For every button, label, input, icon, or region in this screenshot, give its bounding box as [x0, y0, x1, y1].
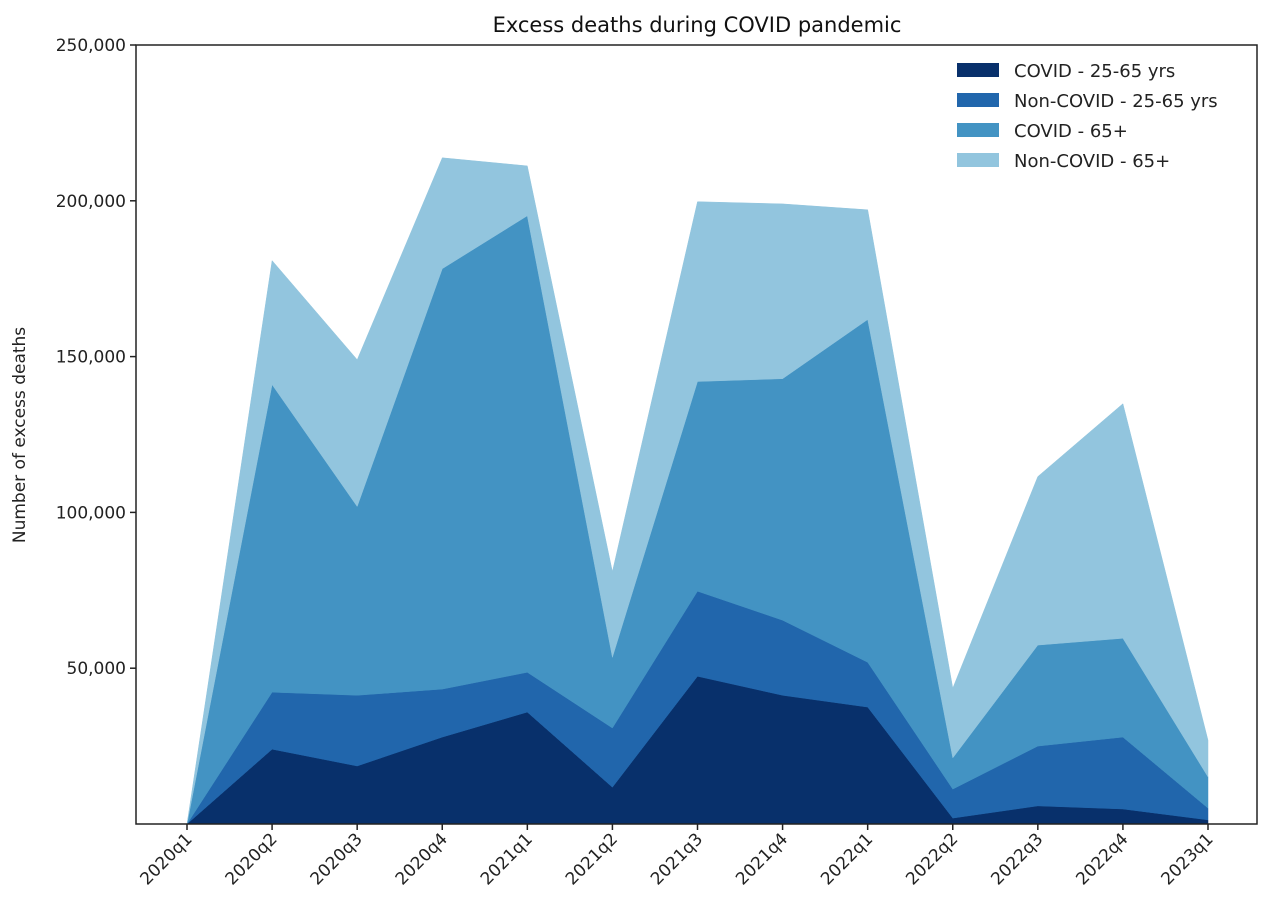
area-series-3 — [186, 157, 1209, 825]
y-axis: 50,000 100,000 150,000 200,000 250,000 — [56, 36, 136, 679]
legend-label: COVID - 65+ — [1014, 121, 1128, 142]
chart-title: Excess deaths during COVID pandemic — [493, 13, 902, 37]
legend-swatch — [957, 63, 999, 77]
y-tick-label: 100,000 — [56, 503, 126, 523]
x-axis: 2020q1 2020q2 2020q3 2020q4 2021q1 2021q2 2021… — [137, 824, 1218, 889]
plot-frame — [135, 44, 1258, 825]
x-tick-label: 2021q1 — [477, 829, 537, 889]
x-tick-label: 2022q3 — [987, 829, 1047, 889]
x-tick-label: 2021q4 — [732, 829, 792, 889]
x-tick-label: 2022q4 — [1072, 829, 1132, 889]
x-tick-label: 2020q4 — [392, 829, 452, 889]
y-tick-label: 250,000 — [56, 36, 126, 56]
x-tick-label: 2021q2 — [562, 829, 622, 889]
x-tick-label: 2020q1 — [137, 829, 197, 889]
legend-swatch — [957, 93, 999, 107]
legend-label: Non-COVID - 65+ — [1014, 151, 1170, 172]
area-layers — [186, 157, 1209, 825]
y-tick-label: 50,000 — [67, 659, 126, 679]
x-tick-label: 2023q1 — [1158, 829, 1218, 889]
legend-swatch — [957, 123, 999, 137]
legend: COVID - 25-65 yrs Non-COVID - 25-65 yrs CO… — [957, 61, 1218, 172]
y-tick-label: 200,000 — [56, 192, 126, 212]
y-tick-label: 150,000 — [56, 348, 126, 368]
x-tick-label: 2022q2 — [902, 829, 962, 889]
y-axis-label: Number of excess deaths — [10, 327, 30, 543]
x-tick-label: 2022q1 — [817, 829, 877, 889]
legend-label: Non-COVID - 25-65 yrs — [1014, 91, 1218, 112]
x-tick-label: 2021q3 — [647, 829, 707, 889]
legend-swatch — [957, 153, 999, 167]
legend-label: COVID - 25-65 yrs — [1014, 61, 1175, 82]
x-tick-label: 2020q2 — [222, 829, 282, 889]
x-tick-label: 2020q3 — [307, 829, 367, 889]
